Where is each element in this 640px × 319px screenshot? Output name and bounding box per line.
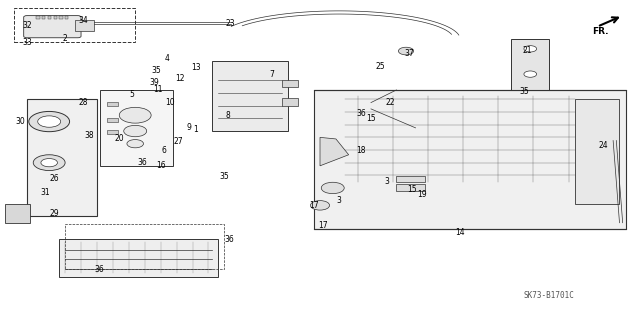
Circle shape — [41, 159, 58, 167]
Text: 25: 25 — [376, 62, 385, 71]
Text: 37: 37 — [404, 49, 414, 58]
Bar — [42, 16, 45, 19]
Text: FR.: FR. — [592, 27, 609, 36]
Bar — [75, 20, 94, 32]
Text: 9: 9 — [187, 123, 192, 132]
Text: 24: 24 — [599, 141, 609, 150]
Bar — [54, 16, 57, 19]
Circle shape — [33, 155, 65, 171]
Text: 2: 2 — [63, 34, 67, 43]
Circle shape — [124, 125, 147, 137]
Bar — [65, 16, 68, 19]
Bar — [48, 16, 51, 19]
Bar — [282, 98, 298, 106]
Text: 10: 10 — [166, 98, 175, 107]
Text: 14: 14 — [456, 228, 465, 237]
Text: 5: 5 — [129, 90, 134, 99]
Text: 8: 8 — [225, 111, 230, 120]
Text: 34: 34 — [78, 16, 88, 25]
FancyBboxPatch shape — [511, 39, 549, 90]
Text: 18: 18 — [356, 145, 366, 154]
Text: 21: 21 — [522, 46, 532, 55]
Bar — [27, 100, 97, 216]
Circle shape — [127, 140, 143, 148]
Text: 4: 4 — [164, 54, 170, 63]
Text: 16: 16 — [156, 161, 166, 170]
Text: 15: 15 — [408, 185, 417, 194]
Text: 30: 30 — [15, 117, 26, 126]
Bar — [282, 80, 298, 87]
Bar — [36, 16, 40, 19]
Circle shape — [119, 107, 151, 123]
Text: 31: 31 — [40, 188, 49, 197]
Circle shape — [29, 111, 70, 132]
Bar — [106, 118, 118, 122]
Text: SK73-B1701C: SK73-B1701C — [524, 291, 575, 300]
Circle shape — [321, 182, 344, 194]
Text: 33: 33 — [22, 38, 32, 47]
Text: 36: 36 — [138, 158, 147, 167]
Polygon shape — [320, 137, 349, 166]
FancyBboxPatch shape — [212, 62, 288, 131]
Text: 12: 12 — [175, 74, 184, 83]
Bar — [396, 184, 425, 191]
Text: 29: 29 — [49, 209, 59, 218]
Bar — [106, 130, 118, 134]
Circle shape — [524, 71, 537, 77]
Text: 6: 6 — [161, 145, 166, 154]
Bar — [4, 204, 30, 223]
Text: 7: 7 — [270, 70, 275, 78]
Bar — [65, 224, 225, 269]
Polygon shape — [314, 90, 626, 229]
Text: 38: 38 — [84, 131, 94, 140]
Text: 32: 32 — [22, 21, 32, 30]
Bar — [575, 100, 620, 204]
Circle shape — [310, 201, 330, 210]
Text: 36: 36 — [95, 265, 104, 274]
Text: 28: 28 — [78, 98, 88, 107]
Bar — [60, 16, 63, 19]
Circle shape — [398, 47, 413, 55]
Text: 27: 27 — [173, 137, 183, 146]
Bar — [14, 8, 135, 42]
Bar — [59, 239, 218, 277]
Text: 35: 35 — [151, 66, 161, 76]
Text: 3: 3 — [337, 196, 342, 205]
Text: 17: 17 — [318, 221, 328, 230]
Text: 19: 19 — [417, 190, 427, 199]
Text: 22: 22 — [385, 98, 395, 107]
Text: 11: 11 — [153, 85, 163, 94]
Text: 1: 1 — [193, 125, 198, 134]
Text: 17: 17 — [309, 201, 319, 210]
Text: 26: 26 — [49, 174, 59, 183]
Text: 39: 39 — [150, 78, 159, 86]
Text: 3: 3 — [385, 177, 389, 186]
Text: 36: 36 — [224, 235, 234, 244]
Text: 35: 35 — [519, 87, 529, 96]
Circle shape — [524, 46, 537, 52]
Text: 35: 35 — [220, 172, 229, 182]
Text: 23: 23 — [226, 19, 236, 28]
Text: 36: 36 — [356, 108, 366, 117]
Text: 20: 20 — [115, 134, 124, 144]
Bar — [100, 90, 173, 166]
Circle shape — [38, 116, 61, 127]
FancyBboxPatch shape — [24, 16, 81, 38]
Text: 13: 13 — [191, 63, 200, 72]
Bar — [396, 176, 425, 182]
Text: 15: 15 — [366, 114, 376, 123]
Bar — [106, 102, 118, 106]
